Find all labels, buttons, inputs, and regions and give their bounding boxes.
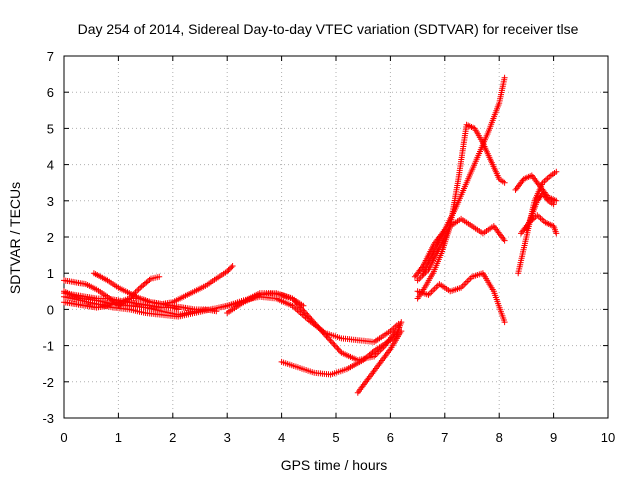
data-point bbox=[501, 74, 508, 81]
data-point bbox=[553, 230, 560, 237]
x-tick-label: 8 bbox=[496, 430, 503, 445]
y-tick-label: 1 bbox=[47, 266, 54, 281]
y-tick-label: 5 bbox=[47, 121, 54, 136]
data-point bbox=[225, 267, 232, 273]
series-arc18 bbox=[523, 190, 557, 233]
series-arc7 bbox=[224, 290, 307, 316]
data-point bbox=[300, 302, 307, 309]
data-point bbox=[544, 196, 551, 203]
data-point bbox=[501, 237, 508, 244]
data-point bbox=[501, 319, 508, 326]
x-tick-label: 10 bbox=[601, 430, 615, 445]
x-tick-label: 1 bbox=[115, 430, 122, 445]
data-point bbox=[213, 308, 220, 315]
data-point bbox=[553, 197, 560, 204]
x-tick-label: 3 bbox=[224, 430, 231, 445]
x-tick-label: 9 bbox=[550, 430, 557, 445]
data-point bbox=[324, 334, 331, 341]
y-tick-label: 4 bbox=[47, 158, 54, 173]
y-tick-label: -3 bbox=[42, 411, 54, 426]
data-series bbox=[61, 74, 560, 396]
data-point bbox=[330, 340, 337, 347]
x-tick-label: 2 bbox=[169, 430, 176, 445]
y-tick-label: 6 bbox=[47, 85, 54, 100]
data-point bbox=[441, 226, 448, 233]
x-tick-labels: 0 1 2 3 4 5 6 7 8 9 10 bbox=[60, 430, 615, 445]
data-point bbox=[398, 328, 405, 335]
data-point bbox=[335, 346, 342, 353]
series-arc11 bbox=[414, 215, 508, 284]
y-tick-label: 0 bbox=[47, 302, 54, 317]
series-arc10 bbox=[414, 121, 508, 302]
data-point bbox=[156, 273, 163, 280]
y-axis-title: SDTVAR / TECUs bbox=[7, 182, 23, 294]
series-arc3 bbox=[61, 263, 236, 311]
data-point bbox=[328, 339, 335, 346]
x-axis-title: GPS time / hours bbox=[281, 457, 388, 473]
y-tick-label: -2 bbox=[42, 375, 54, 390]
data-point bbox=[175, 306, 182, 313]
data-point bbox=[550, 201, 557, 208]
y-tick-label: 3 bbox=[47, 194, 54, 209]
x-tick-label: 6 bbox=[387, 430, 394, 445]
x-tick-label: 5 bbox=[332, 430, 339, 445]
series-arc6 bbox=[61, 290, 182, 313]
x-tick-label: 7 bbox=[441, 430, 448, 445]
series-arc9 bbox=[354, 328, 405, 396]
axis-ticks bbox=[63, 55, 609, 419]
series-arc14 bbox=[411, 226, 448, 280]
y-tick-label: 7 bbox=[47, 49, 54, 64]
data-point bbox=[228, 264, 235, 271]
chart-title: Day 254 of 2014, Sidereal Day-to-day VTE… bbox=[78, 21, 579, 37]
x-tick-label: 4 bbox=[278, 430, 285, 445]
data-point bbox=[224, 268, 231, 275]
data-point bbox=[334, 345, 341, 352]
y-tick-label: -1 bbox=[42, 339, 54, 354]
data-point bbox=[327, 337, 334, 344]
series-arc5 bbox=[90, 270, 220, 315]
data-point bbox=[553, 168, 560, 175]
y-tick-label: 2 bbox=[47, 230, 54, 245]
data-point bbox=[398, 319, 405, 326]
series-arc1 bbox=[61, 288, 402, 345]
data-point bbox=[226, 265, 233, 272]
y-tick-labels: -3 -2 -1 0 1 2 3 4 5 6 7 bbox=[42, 49, 54, 426]
data-point bbox=[501, 179, 508, 186]
data-point bbox=[331, 342, 338, 349]
x-tick-label: 0 bbox=[60, 430, 67, 445]
data-point bbox=[135, 286, 142, 293]
data-point bbox=[333, 343, 339, 350]
data-point bbox=[229, 263, 236, 269]
series-arc12 bbox=[414, 270, 508, 326]
